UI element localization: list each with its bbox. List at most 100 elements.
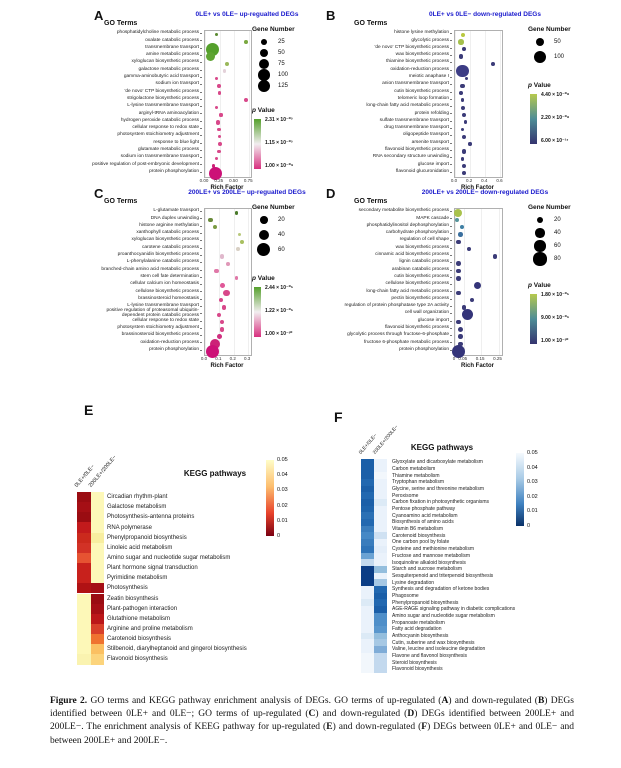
colorbar-tick-label: 0.04 [277,472,288,479]
go-term-text: anion transmembrane transport [382,81,449,87]
go-dot [217,135,221,139]
gene-size-circle [533,252,547,266]
go-term-label: amine metabolic process [92,52,202,59]
pathway-label: Plant hormone signal transduction [107,565,198,572]
go-term-label: arsenite transport [324,139,452,146]
go-term-text: wax biosynthetic process [395,52,449,58]
heatmap-cell [361,565,374,573]
colorbar-tick-label: 0.05 [527,450,538,456]
gene-number-legend-title: Gene Number [528,26,571,33]
pathway-label: Phenylpropanoid biosynthesis [392,599,459,606]
heatmap-cell [90,492,104,503]
go-dot [215,119,221,125]
caption-bold-segment: B [537,696,545,706]
x-tick-label: 0.15 [475,356,485,361]
x-axis-label: Rich Factor [210,363,244,369]
go-term-label: glycolytic process [324,37,452,44]
go-term-label: xyloglucan biosynthetic process [92,237,202,244]
panel-letter: A [94,8,104,23]
go-dot [234,210,239,215]
go-term-text: transmembrane transport [145,44,199,50]
heatmap-cell [77,563,91,574]
go-term-label: galactose metabolic process [92,66,202,73]
go-term-text: protein phosphorylation [149,168,199,174]
heatmap-cell [374,599,387,606]
heatmap-cell [90,573,104,584]
heatmap-cell [90,502,104,513]
go-dot [470,298,475,303]
bubble-plot [454,30,503,178]
go-term-text: 'de novo' CTP biosynthetic process [124,88,199,94]
go-term-text: cellular calcium ion homeostasis [130,281,199,287]
heatmap-cell [361,505,374,513]
x-tick-label: 0.3 [243,356,251,361]
go-term-label: glucose import [324,317,452,324]
go-term-label: cutin biosynthetic process [324,274,452,281]
go-term-label: flavonoid biosynthetic process [324,147,452,154]
go-dot [457,326,463,332]
gene-size-value: 50 [278,49,285,56]
pathway-label: Glutathione metabolism [107,615,171,622]
go-term-text: wax biosynthetic process [395,244,449,250]
heatmap-column-header: 0LE+/0LE− [73,463,97,489]
plot-gridline [455,209,456,355]
heatmap-cell [374,459,387,466]
p-value-legend-title: p Value [528,282,551,289]
heatmap-cell [361,525,374,533]
p-value-colorbar [266,460,274,536]
go-dot [220,320,225,325]
gene-size-value: 40 [554,229,561,236]
gene-size-circle [259,48,269,58]
bubble-plot [204,208,252,358]
heatmap-cell [374,492,387,500]
go-dot [220,327,225,332]
heatmap-cell [90,644,104,655]
gene-number-legend-title: Gene Number [252,204,295,211]
pathway-label: Phenylpropanoid biosynthesis [107,534,187,541]
heatmap-cell [374,565,387,573]
go-dot [462,171,466,176]
caption-bold-segment: C [308,709,316,720]
pathway-label: Cysteine and methionine metabolism [392,546,474,553]
go-term-text: meiotic anaphase I [408,74,449,80]
heatmap-cell [361,579,374,586]
heatmap-cell [361,585,374,593]
heatmap-cell [90,522,104,533]
x-tick-label: 0.6 [496,178,503,183]
gene-size-circle [536,216,544,224]
gene-size-value: 100 [554,53,565,60]
plot-gridline [470,31,472,177]
plot-gridline [463,209,465,355]
p-value-rest: Value [531,82,551,89]
go-term-label: glutamate metabolic process [92,147,202,154]
go-term-label: transmembrane transport [92,45,202,52]
p-value-tick-label: 1.22 × 10⁻⁰⁵ [265,308,294,314]
go-term-label: sodium ion transmembrane transport [92,154,202,161]
go-term-label: flavonoid glucuronidation [324,169,452,176]
go-term-label: secondary metabolite biosynthetic proces… [324,208,452,215]
go-dot [244,98,249,103]
go-term-label: thiamine biosynthetic process [324,59,452,66]
p-value-rest: Value [255,275,275,282]
go-term-text: protein phosphorylation [149,346,199,352]
go-term-label: arginyl-tRNA aminoacylation [92,110,202,117]
go-term-text: arabinan catabolic process [391,266,449,272]
p-value-tick-label: 6.00 × 10⁻¹⁷ [541,138,569,144]
go-dot [216,334,222,340]
go-term-labels: histone lysine methylation glycolytic pro… [324,30,452,176]
x-tick-label: 0.50 [229,178,238,183]
pathway-label: Cutin, suberine and wax biosynthesis [392,639,475,646]
go-term-text: carbohydrate phosphorylation [385,230,449,236]
go-term-text: sodium ion transport [155,81,199,87]
go-dot [219,283,225,289]
go-term-text: cutin biosynthetic process [394,273,449,279]
go-term-text: L-lysine transmembrane transport [127,103,199,109]
go-dot [462,163,467,169]
go-dot [460,83,465,88]
x-tick-label: 0.0 [200,356,208,361]
heatmap-cell [374,552,387,560]
go-term-text: flavonoid biosynthetic process [385,147,449,152]
go-dot [221,305,226,310]
caption-bold-segment: E [326,722,333,733]
go-term-label: histone lysine methylation [324,30,452,37]
